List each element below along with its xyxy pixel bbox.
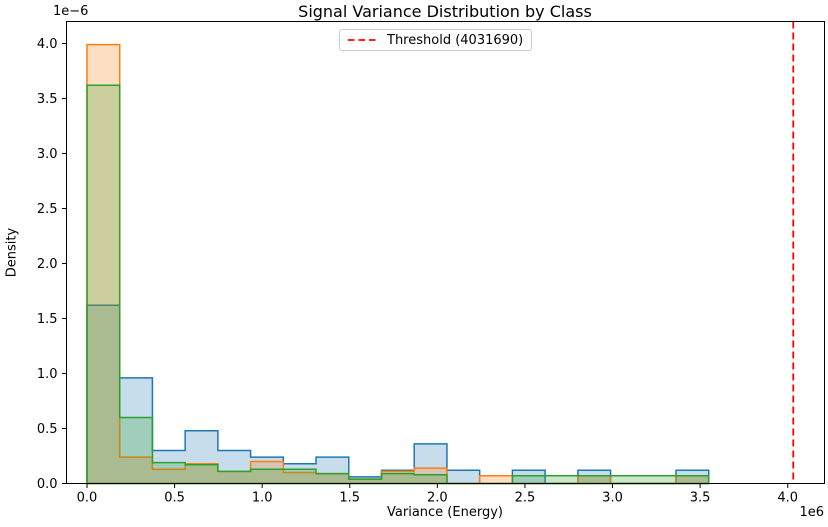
y-tick-label: 1.0 xyxy=(37,367,58,382)
legend-entry-label: Threshold (4031690) xyxy=(387,32,524,48)
x-tick-label: 0.5 xyxy=(164,491,185,506)
y-tick-label: 3.0 xyxy=(37,147,58,162)
y-tick-label: 2.5 xyxy=(37,202,58,217)
chart-title: Signal Variance Distribution by Class xyxy=(298,2,592,21)
y-axis-label: Density xyxy=(4,227,20,278)
x-tick-label: 3.5 xyxy=(690,491,711,506)
y-tick-label: 2.0 xyxy=(37,257,58,272)
x-tick-label: 2.5 xyxy=(515,491,536,506)
y-tick-label: 0.5 xyxy=(37,422,58,437)
y-tick-label: 3.5 xyxy=(37,92,58,107)
histogram-series-green xyxy=(86,84,710,485)
x-tick-label: 3.0 xyxy=(602,491,623,506)
y-tick-label: 0.0 xyxy=(37,477,58,492)
x-axis-label: Variance (Energy) xyxy=(387,505,503,520)
legend: Threshold (4031690) xyxy=(339,29,533,51)
x-tick-label: 4.0 xyxy=(777,491,798,506)
y-axis-offset-label: 1e−6 xyxy=(53,4,89,19)
histogram-series-blue xyxy=(86,304,710,485)
x-tick-label: 0.0 xyxy=(77,491,98,506)
x-tick-label: 2.0 xyxy=(427,491,448,506)
x-tick-label: 1.5 xyxy=(339,491,360,506)
x-tick-label: 1.0 xyxy=(252,491,273,506)
x-axis-offset-label: 1e6 xyxy=(799,505,824,520)
legend-dashed-line-sample xyxy=(348,39,378,41)
plot-border xyxy=(66,21,825,484)
y-tick-label: 4.0 xyxy=(37,37,58,52)
histogram-series-orange xyxy=(86,43,710,485)
y-tick-label: 1.5 xyxy=(37,312,58,327)
